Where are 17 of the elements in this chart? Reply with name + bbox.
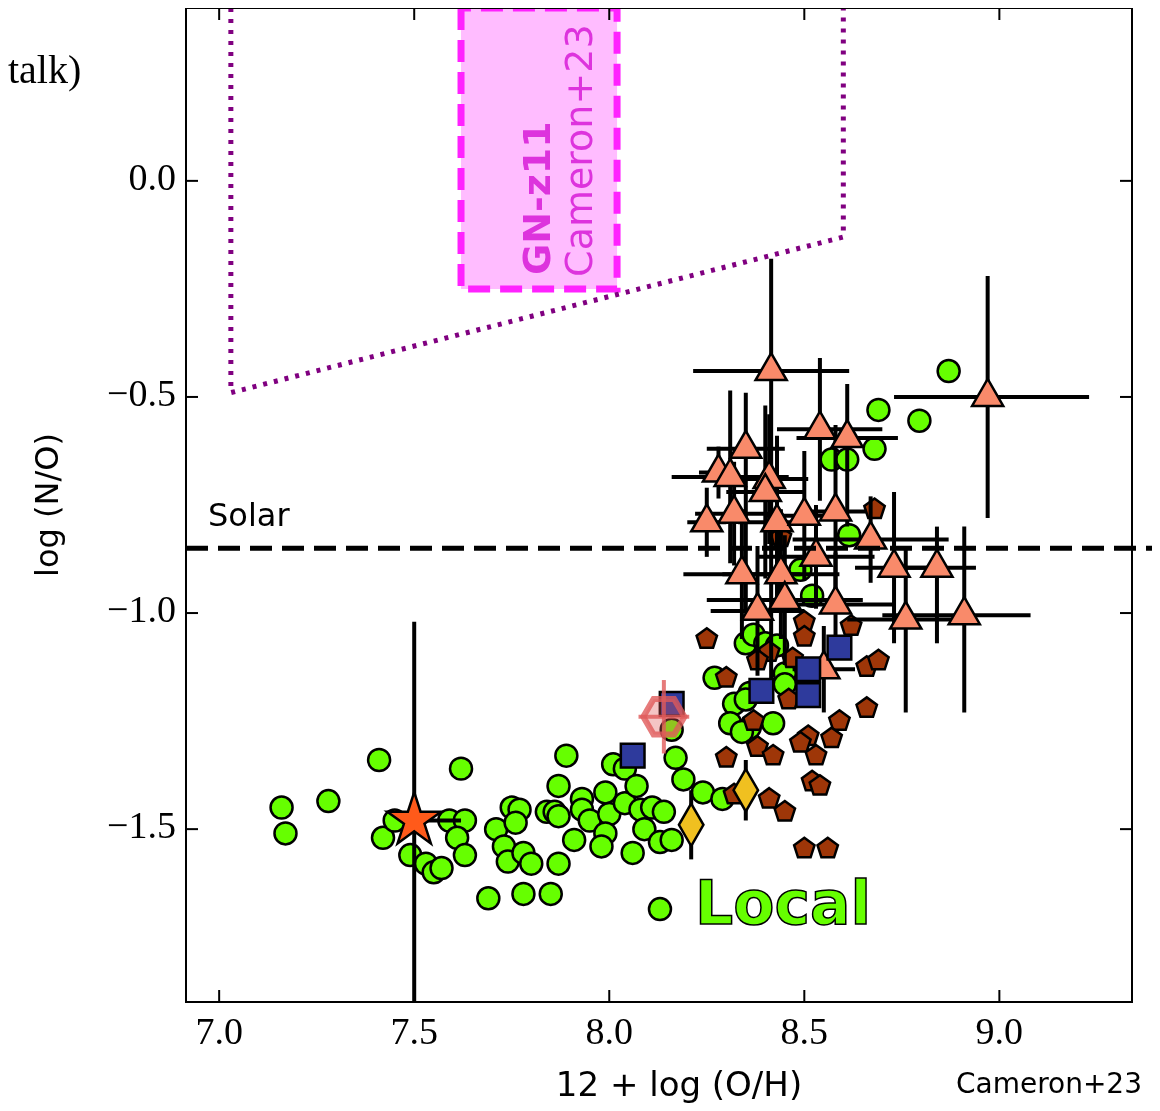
ref-line-label: Solar: [208, 496, 291, 535]
x-axis-title: 12 + log (O/H): [555, 1064, 803, 1104]
y-tick-label: −1.0: [107, 587, 176, 630]
y-axis-title: log (N/O): [28, 433, 66, 577]
text: talk): [8, 47, 82, 92]
x-tick-label: 7.5: [390, 1010, 438, 1052]
x-tick-label: 9.0: [975, 1010, 1024, 1052]
y-tick-label: 0.0: [128, 155, 176, 198]
text: Cameron+23: [955, 1067, 1142, 1100]
series-label: Local: [695, 867, 872, 938]
y-tick-label: −0.5: [107, 371, 176, 414]
annotation: Cameron+23: [557, 24, 602, 277]
annotation: GN-z11: [514, 121, 559, 276]
y-tick-label: −1.5: [107, 803, 176, 846]
x-tick-label: 7.0: [195, 1010, 243, 1052]
x-tick-label: 8.0: [585, 1010, 634, 1052]
x-tick-label: 8.5: [780, 1010, 829, 1052]
